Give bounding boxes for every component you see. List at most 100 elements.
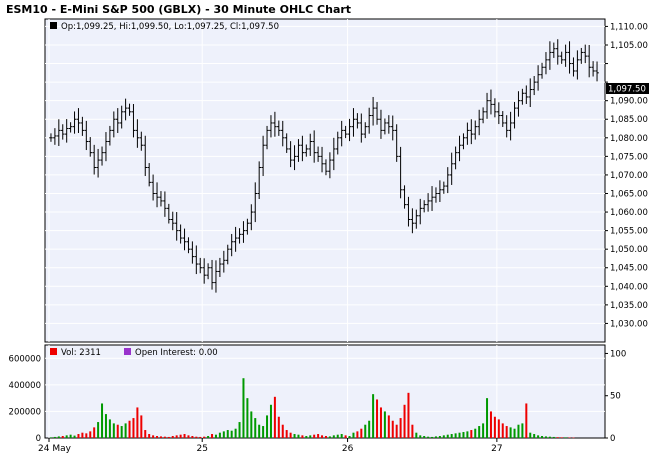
volume-bar bbox=[242, 378, 245, 438]
ohlc-bar bbox=[567, 41, 572, 74]
ohlc-bar bbox=[316, 146, 320, 162]
ohlc-bar bbox=[394, 124, 399, 162]
ohlc-bar bbox=[528, 78, 533, 107]
volume-bar bbox=[376, 399, 379, 438]
ohlc-bar bbox=[269, 115, 273, 138]
ohlc-bar bbox=[131, 104, 136, 138]
ohlc-bar bbox=[249, 204, 254, 231]
volume-bar bbox=[191, 436, 194, 438]
ohlc-bar bbox=[367, 107, 371, 134]
price-y-axis: 1,110.00 1,105.00 1,090.00 1,085.00 1,080.00… bbox=[605, 22, 648, 329]
volume-bar bbox=[297, 434, 300, 438]
ohlc-bar bbox=[304, 144, 309, 157]
volume-bar bbox=[458, 432, 461, 438]
ohlc-bar bbox=[139, 131, 144, 151]
ohlc-bar bbox=[72, 111, 77, 134]
ohlc-bar bbox=[308, 133, 313, 156]
volume-bar bbox=[183, 434, 186, 438]
volume-bar bbox=[470, 430, 473, 438]
ohlc-bar bbox=[559, 51, 564, 64]
chart-title: ESM10 - E-Mini S&P 500 (GBLX) - 30 Minut… bbox=[6, 3, 351, 16]
ohlc-bar bbox=[347, 118, 352, 142]
volume-bar bbox=[344, 435, 347, 438]
volume-bar bbox=[505, 426, 508, 438]
volume-bar bbox=[73, 435, 76, 438]
ohlc-bar bbox=[241, 221, 246, 243]
volume-bar bbox=[395, 424, 398, 438]
ohlc-bar bbox=[214, 260, 218, 293]
volume-bar bbox=[317, 434, 320, 438]
ohlc-bar bbox=[202, 258, 206, 284]
volume-bar bbox=[462, 432, 465, 438]
volume-bar bbox=[250, 411, 253, 438]
volume-bar bbox=[89, 431, 92, 438]
volume-bar bbox=[497, 419, 500, 438]
ohlc-bar bbox=[96, 148, 100, 178]
volume-bar bbox=[403, 404, 406, 438]
volume-bar bbox=[399, 418, 402, 438]
ohlc-bar bbox=[49, 133, 53, 142]
ohlc-bar bbox=[363, 122, 368, 139]
ohlc-bar bbox=[245, 218, 250, 235]
volume-bar bbox=[474, 428, 477, 438]
volume-bar bbox=[49, 437, 52, 438]
ohlc-bar bbox=[434, 187, 438, 203]
ohlc-bar bbox=[453, 146, 458, 170]
volume-bar bbox=[120, 426, 123, 438]
ohlc-bar bbox=[68, 122, 73, 133]
volume-bar bbox=[218, 432, 221, 438]
price-y-tick-label: 1,090.00 bbox=[610, 97, 648, 107]
ohlc-bar bbox=[536, 65, 540, 91]
volume-bar bbox=[203, 436, 206, 438]
volume-bar bbox=[391, 420, 394, 438]
ohlc-bar bbox=[335, 131, 340, 155]
ohlc-bar bbox=[237, 228, 242, 244]
volume-bar bbox=[356, 431, 359, 438]
ohlc-bar bbox=[53, 128, 57, 145]
ohlc-bar bbox=[583, 44, 588, 64]
ohlc-bar bbox=[198, 257, 203, 274]
volume-bar bbox=[489, 411, 492, 438]
price-y-tick-label: 1,030.00 bbox=[610, 319, 648, 329]
volume-bar bbox=[360, 428, 363, 438]
volume-bar bbox=[364, 424, 367, 438]
ohlc-bar bbox=[178, 224, 183, 244]
ohlc-bar bbox=[469, 119, 474, 145]
ohlc-bar bbox=[461, 133, 466, 150]
price-y-tick-label: 1,065.00 bbox=[610, 189, 648, 199]
volume-bar bbox=[128, 420, 131, 438]
volume-bar bbox=[108, 419, 111, 438]
volume-bar bbox=[568, 437, 571, 438]
volume-bar bbox=[552, 436, 555, 438]
volume-bar bbox=[53, 436, 56, 438]
volume-bar bbox=[262, 426, 265, 438]
volume-bar bbox=[544, 436, 547, 438]
ohlc-bar bbox=[418, 198, 423, 225]
price-y-tick-label: 1,060.00 bbox=[610, 208, 648, 218]
volume-bar bbox=[152, 435, 155, 438]
volume-bar bbox=[187, 435, 190, 438]
volume-bar bbox=[517, 424, 520, 438]
volume-bar bbox=[501, 423, 504, 438]
ohlc-bar bbox=[426, 193, 430, 212]
volume-bar bbox=[482, 423, 485, 438]
volume-bar bbox=[148, 434, 151, 438]
ohlc-bar bbox=[555, 39, 560, 65]
volume-bar bbox=[179, 434, 182, 438]
volume-bar bbox=[101, 403, 104, 438]
ohlc-bar bbox=[430, 186, 434, 211]
price-y-tick-label: 1,085.00 bbox=[610, 115, 648, 125]
ohlc-bar bbox=[449, 152, 454, 185]
volume-bar bbox=[336, 434, 339, 438]
volume-bar bbox=[269, 404, 272, 438]
volume-bar bbox=[171, 436, 174, 438]
volume-bar bbox=[419, 435, 422, 438]
x-tick-label: 24 May bbox=[38, 444, 72, 454]
ohlc-bar bbox=[575, 50, 580, 80]
ohlc-bar bbox=[194, 245, 199, 275]
ohlc-bar bbox=[355, 113, 360, 129]
ohlc-bar bbox=[532, 75, 536, 96]
ohlc-bar bbox=[163, 191, 167, 217]
volume-bar bbox=[379, 407, 382, 438]
ohlc-bar bbox=[493, 98, 497, 118]
